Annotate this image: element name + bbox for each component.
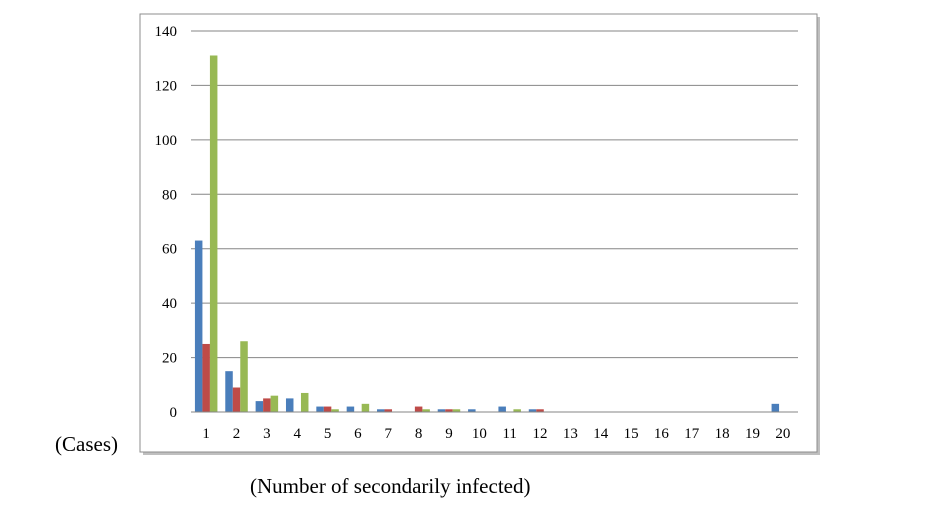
bar-series-3-cat-4 <box>300 392 309 412</box>
x-tick-label: 4 <box>293 426 301 442</box>
bar-series-2-cat-7 <box>384 409 393 412</box>
bar-series-1-cat-7 <box>377 409 385 412</box>
y-axis-label: (Cases) <box>55 432 118 456</box>
bar-series-3-cat-5 <box>331 409 339 412</box>
x-tick-label: 10 <box>472 426 487 442</box>
bar-series-2-cat-12 <box>536 409 544 412</box>
bar-series-3-cat-11 <box>513 409 521 412</box>
x-axis-ticks: 1 2 3 4 5 6 7 8 9 10 11 12 13 14 15 16 17 18 19 20 <box>202 426 790 442</box>
x-tick-label: 12 <box>533 426 548 442</box>
x-tick-label: 7 <box>385 426 393 442</box>
bar-series-2-cat-9 <box>445 409 453 412</box>
bar-series-1-cat-11 <box>498 406 506 412</box>
x-tick-label: 3 <box>263 426 271 442</box>
y-tick-label: 40 <box>162 296 177 312</box>
bar-series-3-cat-8 <box>422 409 430 412</box>
x-tick-label: 16 <box>654 426 670 442</box>
x-tick-label: 6 <box>354 426 362 442</box>
gridlines <box>191 30 798 359</box>
x-tick-label: 18 <box>715 426 730 442</box>
x-tick-label: 8 <box>415 426 423 442</box>
y-tick-label: 100 <box>155 133 178 149</box>
x-tick-label: 9 <box>445 426 453 442</box>
chart-frame <box>139 13 818 453</box>
bar-series-1-cat-5 <box>316 406 324 412</box>
y-axis-ticks: 0 20 40 60 80 100 120 140 <box>155 24 178 421</box>
x-tick-label: 15 <box>624 426 639 442</box>
x-tick-label: 5 <box>324 426 332 442</box>
y-tick-label: 0 <box>170 405 178 421</box>
y-tick-label: 60 <box>162 242 177 258</box>
bar-series-2-cat-5 <box>323 406 332 412</box>
bar-series-2-cat-3 <box>263 398 271 412</box>
bar-series-1-cat-6 <box>346 406 355 412</box>
bar-series-1-cat-12 <box>528 409 537 412</box>
x-tick-label: 11 <box>502 426 516 442</box>
y-tick-label: 20 <box>162 351 177 367</box>
bar-series-3-cat-1 <box>209 55 218 412</box>
x-tick-label: 13 <box>563 426 578 442</box>
bar-series-2-cat-2 <box>232 387 241 412</box>
y-tick-label: 80 <box>162 187 177 203</box>
bar-series-2-cat-1 <box>202 343 210 412</box>
bar-series-1-cat-3 <box>255 401 264 412</box>
x-tick-label: 17 <box>684 426 700 442</box>
bar-series-1-cat-10 <box>468 409 476 412</box>
bar-series-3-cat-3 <box>270 395 279 412</box>
x-tick-label: 2 <box>233 426 241 442</box>
x-tick-label: 19 <box>745 426 760 442</box>
bar-series-3-cat-9 <box>452 409 461 412</box>
bars <box>194 55 780 412</box>
bar-series-1-cat-2 <box>225 371 233 412</box>
x-tick-label: 20 <box>775 426 790 442</box>
bar-series-1-cat-4 <box>285 398 294 412</box>
y-tick-label: 140 <box>155 24 178 40</box>
x-tick-label: 1 <box>202 426 210 442</box>
bar-series-1-cat-20 <box>771 403 780 412</box>
bar-series-1-cat-9 <box>437 409 446 412</box>
bar-series-3-cat-6 <box>361 403 370 412</box>
bar-series-3-cat-2 <box>240 341 248 412</box>
x-axis-label: (Number of secondarily infected) <box>250 474 531 498</box>
y-tick-label: 120 <box>155 78 178 94</box>
bar-series-1-cat-1 <box>194 240 203 412</box>
x-tick-label: 14 <box>593 426 609 442</box>
bar-series-2-cat-8 <box>414 406 423 412</box>
